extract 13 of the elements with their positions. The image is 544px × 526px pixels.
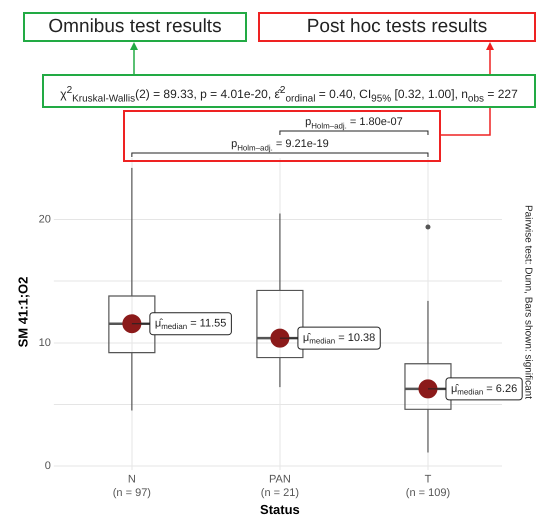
y-tick-label: 0: [44, 460, 51, 472]
x-tick-label: PAN (n = 21): [260, 474, 300, 499]
point: [270, 328, 290, 348]
text: Post hoc tests results: [258, 12, 536, 42]
text: Omnibus test results: [23, 12, 247, 42]
x-tick-label: N (n = 97): [112, 474, 151, 499]
text: Pairwise test: Dunn, Bars shown: significant: [522, 205, 534, 400]
x-tick-label: T (n = 109): [406, 474, 450, 499]
y-tick-label: 10: [38, 336, 51, 349]
y-axis-title: SM 41:1;O2: [15, 276, 30, 348]
y-tick-label: 20: [38, 214, 51, 226]
text: χ$^{2}$$_{Kruskal-Wallis}$(2) = 89.33, p = 4.01e-20, ε̂$^{2}$$_{ordinal}$ = 0.40, CI$_{95%}$ [0.32, 1.00], n$_{obs}$ = 227: [60, 85, 518, 104]
x-axis-title: Status: [260, 502, 300, 517]
